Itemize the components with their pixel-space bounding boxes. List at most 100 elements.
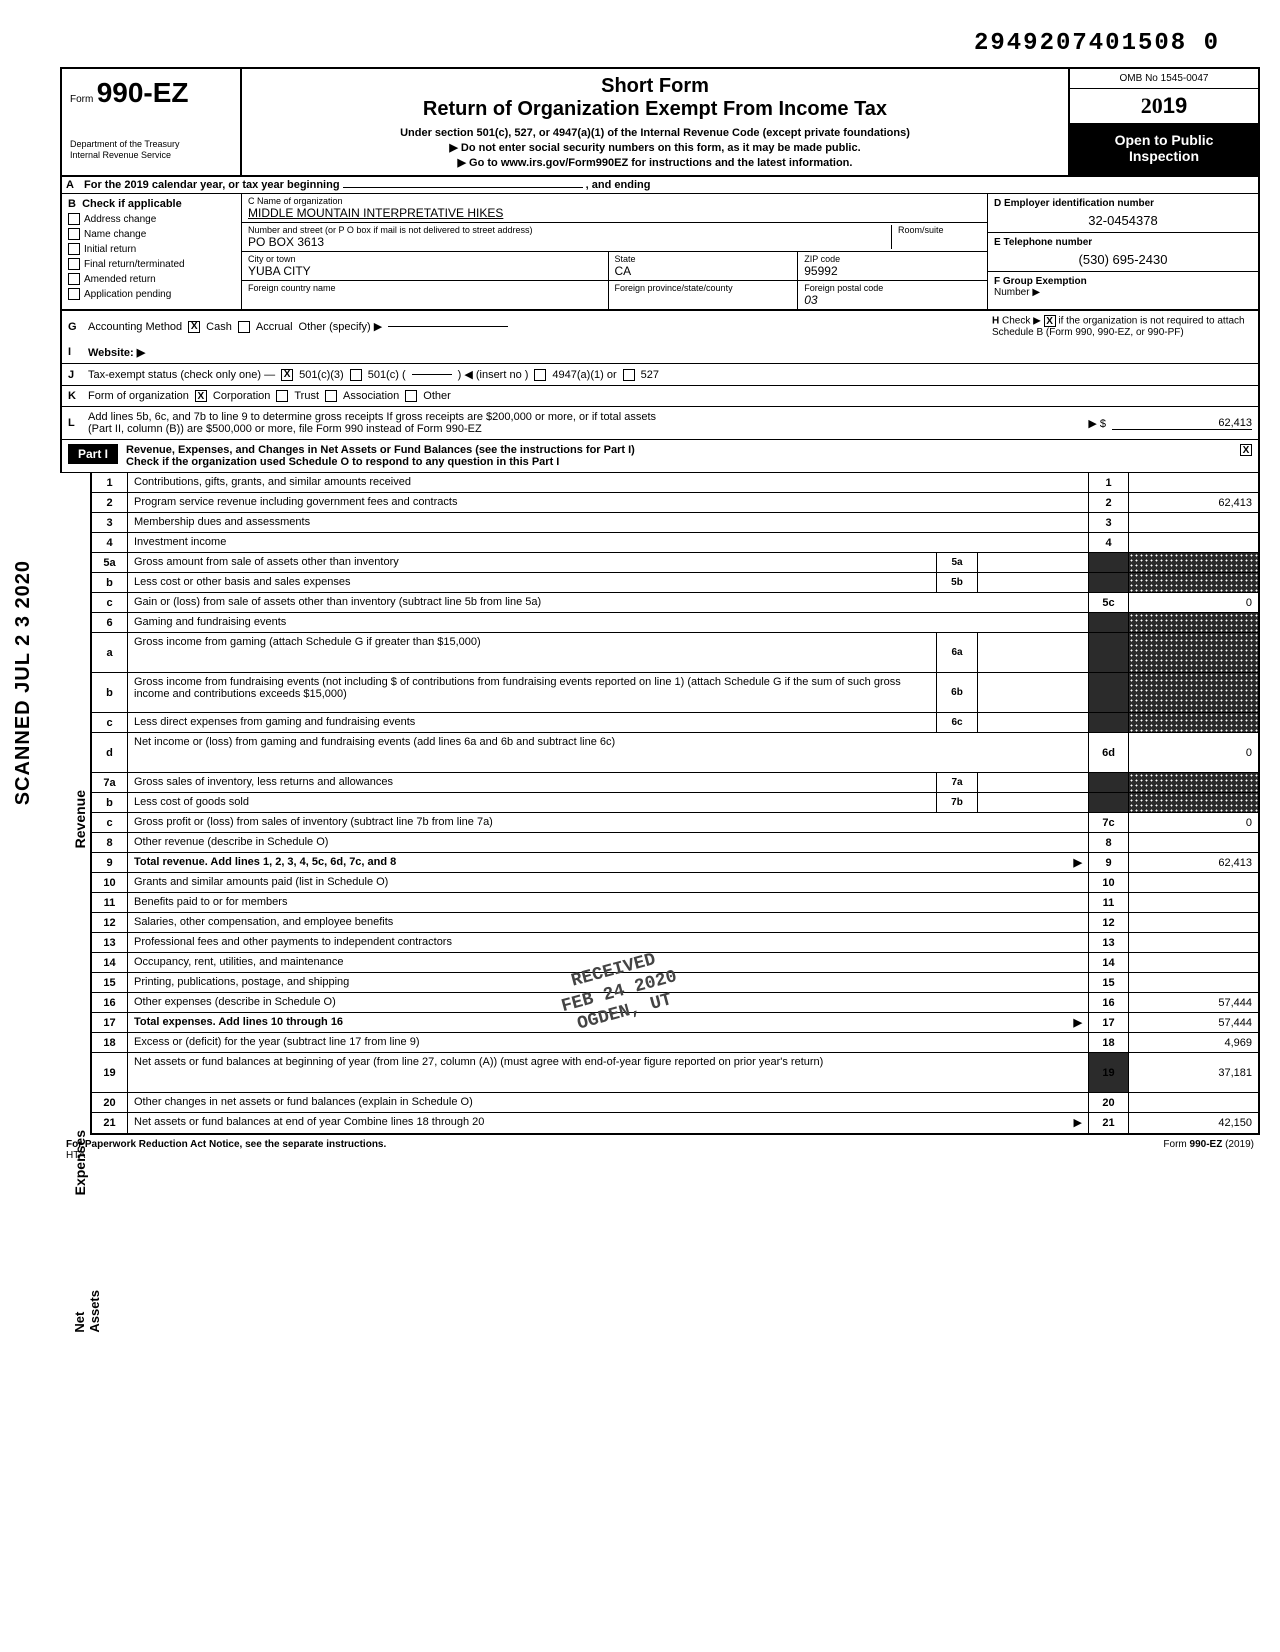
instr-3: ▶ Go to www.irs.gov/Form990EZ for instru… [252,156,1058,169]
lbl-app-pending: Application pending [84,289,171,300]
line-c: cLess direct expenses from gaming and fu… [92,713,1258,733]
line-c: cGross profit or (loss) from sales of in… [92,813,1258,833]
line-b: bLess cost of goods sold7b [92,793,1258,813]
chk-name-change[interactable] [68,228,80,240]
boxnum-6 [1088,613,1128,632]
boxnum-c [1088,713,1128,732]
chk-527[interactable] [623,369,635,381]
chk-h[interactable]: X [1044,315,1056,327]
line-15: 15Printing, publications, postage, and s… [92,973,1258,993]
row-l-text1: Add lines 5b, 6c, and 7b to line 9 to de… [88,411,656,423]
sub-7a: 7a [936,773,978,792]
letter-i: I [68,346,82,359]
chk-cash[interactable]: X [188,321,200,333]
boxnum-19: 19 [1088,1053,1128,1092]
lbl-foreign-postal: Foreign postal code [804,283,981,293]
subval-5b [978,573,1088,592]
zip: 95992 [804,264,981,278]
sub-5a: 5a [936,553,978,572]
letter-k: K [68,390,82,402]
line-num-15: 15 [92,973,128,992]
side-net-assets: Net Assets [72,1290,102,1333]
line-num-2: 2 [92,493,128,512]
boxnum-1: 1 [1088,473,1128,492]
footer: For Paperwork Reduction Act Notice, see … [60,1135,1260,1165]
amt-16: 57,444 [1128,993,1258,1012]
col-b-checkboxes: B Check if applicable Address change Nam… [62,194,242,309]
boxnum-11: 11 [1088,893,1128,912]
lbl-trust: Trust [294,390,319,402]
line-num-12: 12 [92,913,128,932]
chk-app-pending[interactable] [68,288,80,300]
paperwork-notice: For Paperwork Reduction Act Notice, see … [66,1139,386,1150]
line-10: 10Grants and similar amounts paid (list … [92,873,1258,893]
sub-5b: 5b [936,573,978,592]
title-short-form: Short Form [252,75,1058,98]
amt-12 [1128,913,1258,932]
line-desc-14: Occupancy, rent, utilities, and maintena… [128,953,1088,971]
chk-address-change[interactable] [68,213,80,225]
line-desc-6: Gaming and fundraising events [128,613,1088,631]
amt-b [1128,673,1258,712]
line-num-13: 13 [92,933,128,952]
line-b: bGross income from fundraising events (n… [92,673,1258,713]
lbl-form-org: Form of organization [88,390,189,402]
line-num-17: 17 [92,1013,128,1032]
line-desc-18: Excess or (deficit) for the year (subtra… [128,1033,1088,1051]
amt-9: 62,413 [1128,853,1258,872]
title-return: Return of Organization Exempt From Incom… [252,98,1058,121]
amt-c [1128,713,1258,732]
chk-final-return[interactable] [68,258,80,270]
line-20: 20Other changes in net assets or fund ba… [92,1093,1258,1113]
dept-line1: Department of the Treasury [70,139,232,150]
chk-4947[interactable] [534,369,546,381]
lbl-name-change: Name change [84,229,146,240]
amt-c: 0 [1128,813,1258,832]
chk-501c3[interactable]: X [281,369,293,381]
line-desc-3: Membership dues and assessments [128,513,1088,531]
amt-d: 0 [1128,733,1258,772]
line-desc-4: Investment income [128,533,1088,551]
amt-8 [1128,833,1258,852]
boxnum-9: 9 [1088,853,1128,872]
chk-accrual[interactable] [238,321,250,333]
address: PO BOX 3613 [248,235,891,249]
line-21: 21Net assets or fund balances at end of … [92,1113,1258,1133]
boxnum-21: 21 [1088,1113,1128,1133]
lbl-group-exemption: F Group Exemption [994,276,1252,287]
part-1-sub: Check if the organization used Schedule … [126,456,559,468]
line-num-8: 8 [92,833,128,852]
lines-column: 1Contributions, gifts, grants, and simil… [92,473,1258,1133]
row-l-amt: 62,413 [1112,417,1252,430]
scanned-stamp: SCANNED JUL 2 3 2020 [12,560,35,805]
lbl-501c3: 501(c)(3) [299,369,344,381]
line-desc-9: Total revenue. Add lines 1, 2, 3, 4, 5c,… [128,853,1088,872]
chk-501c[interactable] [350,369,362,381]
line-num-c: c [92,713,128,732]
lbl-corp: Corporation [213,390,270,402]
chk-corp[interactable]: X [195,390,207,402]
form-prefix: Form [70,94,93,105]
amt-7a [1128,773,1258,792]
row-k: K Form of organization X Corporation Trus… [60,386,1260,407]
chk-initial-return[interactable] [68,243,80,255]
lbl-accrual: Accrual [256,321,293,333]
chk-trust[interactable] [276,390,288,402]
line-desc-11: Benefits paid to or for members [128,893,1088,911]
line-6: 6Gaming and fundraising events [92,613,1258,633]
lbl-501c: 501(c) ( [368,369,406,381]
amt-17: 57,444 [1128,1013,1258,1032]
document-number: 2949207401508 0 [60,30,1220,57]
check-if-applicable: Check if applicable [82,198,182,210]
boxnum-4: 4 [1088,533,1128,552]
lbl-final-return: Final return/terminated [84,259,185,270]
line-num-20: 20 [92,1093,128,1112]
chk-amended[interactable] [68,273,80,285]
sub-6b: 6b [936,673,978,712]
line-num-14: 14 [92,953,128,972]
line-desc-c: Gross profit or (loss) from sales of inv… [128,813,1088,831]
row-a: A For the 2019 calendar year, or tax yea… [60,177,1260,194]
chk-schedule-o[interactable]: X [1240,444,1252,456]
chk-assoc[interactable] [325,390,337,402]
chk-other-org[interactable] [405,390,417,402]
